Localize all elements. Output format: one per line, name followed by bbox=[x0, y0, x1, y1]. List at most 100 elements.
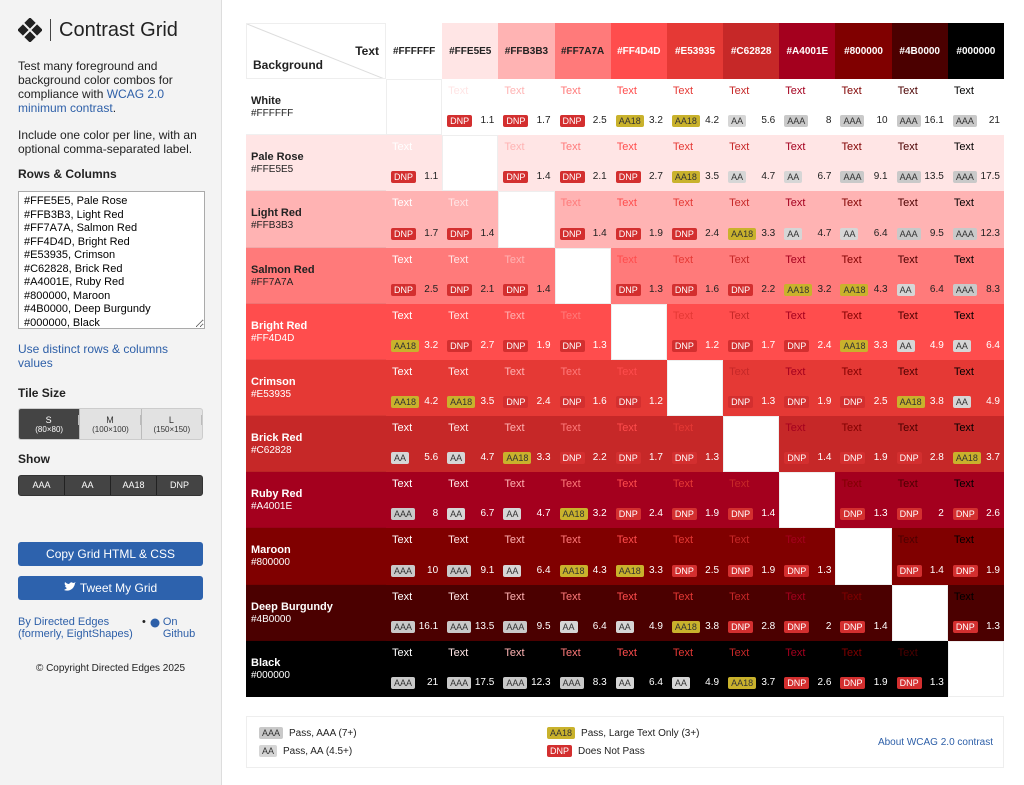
grid-cell[interactable]: Text AAA 10 bbox=[835, 79, 892, 136]
grid-cell[interactable]: Text DNP 2.1 bbox=[554, 135, 611, 192]
grid-cell[interactable]: Text AA 6.4 bbox=[947, 303, 1004, 360]
grid-cell[interactable]: Text AAA 21 bbox=[947, 79, 1004, 136]
grid-cell[interactable]: Text AAA 8 bbox=[779, 79, 836, 136]
grid-cell[interactable]: Text AA 4.9 bbox=[891, 303, 948, 360]
grid-cell[interactable]: Text DNP 2.6 bbox=[779, 640, 836, 697]
grid-cell[interactable]: Text AAA 12.3 bbox=[498, 640, 555, 697]
grid-cell[interactable]: Text DNP 2.8 bbox=[891, 416, 948, 473]
grid-cell[interactable]: Text DNP 2.4 bbox=[779, 303, 836, 360]
show-option[interactable]: AAA bbox=[19, 476, 65, 495]
grid-cell[interactable]: Text AAA 8.3 bbox=[554, 640, 611, 697]
grid-cell[interactable]: Text AA 6.4 bbox=[891, 247, 948, 304]
grid-cell[interactable]: Text DNP 1.9 bbox=[947, 528, 1004, 585]
grid-cell[interactable]: Text DNP 1.9 bbox=[666, 472, 724, 529]
grid-cell[interactable]: Text AA18 4.2 bbox=[386, 359, 443, 417]
grid-cell[interactable]: Text DNP 2.7 bbox=[610, 135, 667, 192]
grid-cell[interactable]: Text DNP 1.3 bbox=[723, 359, 780, 417]
grid-cell[interactable]: Text DNP 1.4 bbox=[498, 135, 555, 192]
grid-cell[interactable]: Text DNP 1.3 bbox=[779, 528, 836, 585]
grid-cell[interactable]: Text DNP 1.2 bbox=[610, 359, 667, 417]
grid-cell[interactable]: Text DNP 1.1 bbox=[386, 135, 443, 192]
grid-cell[interactable]: Text DNP 1.3 bbox=[835, 472, 892, 529]
grid-cell[interactable]: Text AA 5.6 bbox=[386, 416, 443, 473]
grid-cell[interactable]: Text AA18 3.7 bbox=[723, 640, 780, 697]
grid-cell[interactable]: Text DNP 2.5 bbox=[386, 247, 443, 304]
grid-cell[interactable]: Text DNP 1.7 bbox=[723, 303, 780, 360]
grid-cell[interactable]: Text DNP 1.9 bbox=[723, 528, 780, 585]
grid-cell[interactable]: Text AAA 9.1 bbox=[835, 135, 892, 192]
grid-cell[interactable]: Text AAA 9.1 bbox=[442, 528, 499, 585]
grid-cell[interactable]: Text DNP 1.7 bbox=[610, 416, 667, 473]
grid-cell[interactable]: Text DNP 1.3 bbox=[666, 416, 724, 473]
grid-cell[interactable]: Text DNP 1.6 bbox=[554, 359, 611, 417]
grid-cell[interactable]: Text AAA 17.5 bbox=[442, 640, 499, 697]
grid-cell[interactable]: Text DNP 1.7 bbox=[386, 191, 443, 248]
tile-option[interactable]: S (80×80) bbox=[19, 409, 81, 439]
grid-cell[interactable]: Text DNP 1.2 bbox=[666, 303, 724, 360]
grid-cell[interactable]: Text AA18 3.3 bbox=[498, 416, 555, 473]
grid-cell[interactable]: Text AAA 16.1 bbox=[891, 79, 948, 136]
show-option[interactable]: AA18 bbox=[111, 476, 157, 495]
grid-cell[interactable]: Text AA 6.7 bbox=[442, 472, 499, 529]
grid-cell[interactable]: Text DNP 1.4 bbox=[891, 528, 948, 585]
grid-cell[interactable]: Text DNP 1.4 bbox=[779, 416, 836, 473]
grid-cell[interactable]: Text AA 5.6 bbox=[723, 79, 780, 136]
grid-cell[interactable]: Text DNP 2.5 bbox=[835, 359, 892, 417]
grid-cell[interactable]: Text AA18 4.2 bbox=[666, 79, 724, 136]
grid-cell[interactable]: Text DNP 2.5 bbox=[666, 528, 724, 585]
grid-cell[interactable]: Text AAA 21 bbox=[386, 640, 443, 697]
grid-cell[interactable]: Text DNP 2.2 bbox=[723, 247, 780, 304]
grid-cell[interactable]: Text AAA 13.5 bbox=[442, 584, 499, 641]
github-link[interactable]: On Github bbox=[162, 616, 196, 640]
grid-cell[interactable]: Text AA 6.4 bbox=[498, 528, 555, 585]
grid-cell[interactable]: Text AA18 3.8 bbox=[891, 359, 948, 417]
grid-cell[interactable]: Text DNP 2.2 bbox=[554, 416, 611, 473]
grid-cell[interactable]: Text AAA 9.5 bbox=[891, 191, 948, 248]
grid-cell[interactable]: Text DNP 1.7 bbox=[498, 79, 555, 136]
grid-cell[interactable]: Text AAA 10 bbox=[386, 528, 443, 585]
grid-cell[interactable]: Text DNP 2.5 bbox=[554, 79, 611, 136]
grid-cell[interactable]: Text AA18 4.3 bbox=[554, 528, 611, 585]
grid-cell[interactable]: Text DNP 1.9 bbox=[835, 640, 892, 697]
grid-cell[interactable]: Text DNP 1.3 bbox=[947, 584, 1004, 641]
grid-cell[interactable]: Text AA18 3.3 bbox=[835, 303, 892, 360]
grid-cell[interactable]: Text AA 4.7 bbox=[779, 191, 836, 248]
grid-cell[interactable]: Text DNP 2.4 bbox=[610, 472, 667, 529]
grid-cell[interactable]: Text AA 4.9 bbox=[610, 584, 667, 641]
grid-cell[interactable]: Text AA18 3.2 bbox=[386, 303, 443, 360]
grid-cell[interactable]: Text DNP 2.7 bbox=[442, 303, 499, 360]
copy-button[interactable]: Copy Grid HTML & CSS bbox=[18, 542, 203, 566]
grid-cell[interactable]: Text AA 6.4 bbox=[610, 640, 667, 697]
by-link[interactable]: By Directed Edges (formerly, EightShapes… bbox=[18, 616, 133, 640]
grid-cell[interactable]: Text AA 6.4 bbox=[554, 584, 611, 641]
grid-cell[interactable]: Text AAA 16.1 bbox=[386, 584, 443, 641]
grid-cell[interactable]: Text DNP 2.8 bbox=[723, 584, 780, 641]
grid-cell[interactable]: Text DNP 1.1 bbox=[442, 79, 499, 136]
grid-cell[interactable]: Text DNP 1.4 bbox=[498, 247, 555, 304]
grid-cell[interactable]: Text DNP 2.4 bbox=[498, 359, 555, 417]
distinct-link[interactable]: Use distinct rows & columns values bbox=[18, 342, 169, 370]
grid-cell[interactable]: Text DNP 1.3 bbox=[891, 640, 948, 697]
grid-cell[interactable]: Text AAA 12.3 bbox=[947, 191, 1004, 248]
grid-cell[interactable]: Text DNP 2.1 bbox=[442, 247, 499, 304]
tile-option[interactable]: L (150×150) bbox=[142, 409, 202, 439]
grid-cell[interactable]: Text AAA 13.5 bbox=[891, 135, 948, 192]
grid-cell[interactable]: Text AA18 3.8 bbox=[666, 584, 724, 641]
grid-cell[interactable]: Text AAA 9.5 bbox=[498, 584, 555, 641]
grid-cell[interactable]: Text AA 4.9 bbox=[666, 640, 724, 697]
grid-cell[interactable]: Text DNP 2.4 bbox=[666, 191, 724, 248]
grid-cell[interactable]: Text AA18 3.3 bbox=[610, 528, 667, 585]
tweet-button[interactable]: Tweet My Grid bbox=[18, 576, 203, 600]
grid-cell[interactable]: Text DNP 2.6 bbox=[947, 472, 1004, 529]
grid-cell[interactable]: Text AA 4.7 bbox=[723, 135, 780, 192]
grid-cell[interactable]: Text DNP 1.4 bbox=[723, 472, 780, 529]
grid-cell[interactable]: Text AA18 3.5 bbox=[442, 359, 499, 417]
grid-cell[interactable]: Text DNP 1.9 bbox=[610, 191, 667, 248]
grid-cell[interactable]: Text AA 6.4 bbox=[835, 191, 892, 248]
grid-cell[interactable]: Text DNP 2 bbox=[779, 584, 836, 641]
show-option[interactable]: AA bbox=[65, 476, 111, 495]
grid-cell[interactable]: Text AA 4.7 bbox=[442, 416, 499, 473]
grid-cell[interactable]: Text DNP 1.6 bbox=[666, 247, 724, 304]
grid-cell[interactable]: Text AA18 3.2 bbox=[554, 472, 611, 529]
grid-cell[interactable]: Text DNP 2 bbox=[891, 472, 948, 529]
